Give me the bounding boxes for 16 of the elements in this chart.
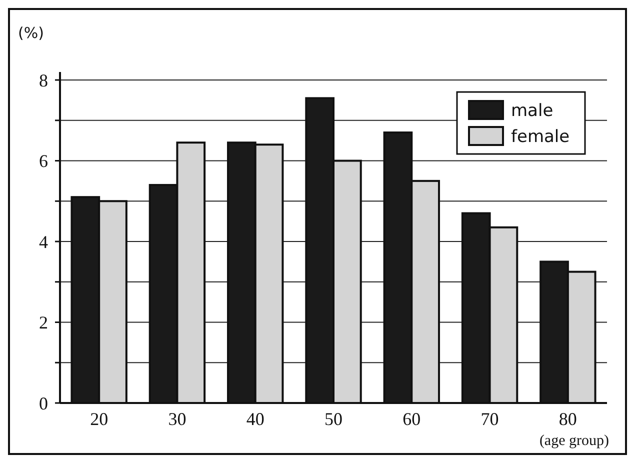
legend-label: male <box>511 100 554 121</box>
x-tick-label: 80 <box>558 409 577 429</box>
x-tick-label: 70 <box>480 409 499 429</box>
x-tick-label: 30 <box>168 409 186 429</box>
x-tick-label: 60 <box>402 409 421 429</box>
y-tick-label: 8 <box>39 70 48 90</box>
y-axis-title: (%) <box>18 24 44 42</box>
y-tick-label: 6 <box>39 151 48 172</box>
y-tick-label: 2 <box>39 312 48 333</box>
x-axis-title: (age group) <box>539 433 609 449</box>
y-tick-label: 0 <box>39 393 48 414</box>
x-tick-label: 40 <box>246 409 264 429</box>
x-tick-label: 20 <box>90 409 108 429</box>
legend-label: female <box>511 126 570 147</box>
y-tick-label: 4 <box>39 232 48 252</box>
x-tick-label: 50 <box>324 409 342 429</box>
